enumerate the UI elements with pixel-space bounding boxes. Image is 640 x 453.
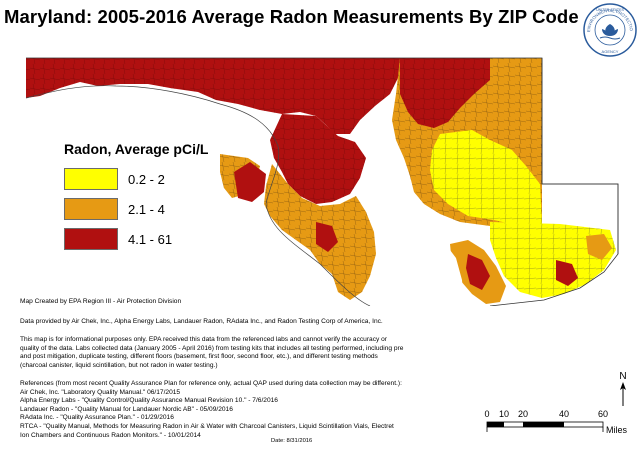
legend-label: 0.2 - 2 xyxy=(128,171,165,187)
legend-swatch-moderate xyxy=(64,198,118,220)
seal-text-head: UNITED STATES xyxy=(596,8,624,12)
epa-seal-logo: ENVIRONMENTAL PROTECTION UNITED STATES A… xyxy=(582,2,637,57)
legend-swatch-high xyxy=(64,228,118,250)
reference-line: Ion Chambers and Continuous Radon Monito… xyxy=(20,431,201,439)
disclaimer-line: quality of the data. Labs collected data… xyxy=(20,344,404,352)
legend-swatch-low xyxy=(64,168,118,190)
radon-zip-map xyxy=(25,57,619,306)
reference-line: References (from most recent Quality Ass… xyxy=(20,380,402,387)
scale-tick-label: 0 xyxy=(484,409,489,419)
legend-title: Radon, Average pCi/L xyxy=(64,141,209,157)
reference-line: RAdata Inc. - "Quality Assurance Plan." … xyxy=(20,414,174,422)
north-label: N xyxy=(619,371,626,382)
region-mixed-lower-shore xyxy=(450,234,612,304)
reference-line: RTCA - "Quality Manual, Methods for Meas… xyxy=(20,422,394,430)
legend-item: 0.2 - 2 xyxy=(64,166,208,192)
legend-label: 4.1 - 61 xyxy=(128,231,173,247)
region-high-radon-central xyxy=(270,114,366,204)
region-low-radon-eastern-shore xyxy=(430,130,616,298)
disclaimer-line: and post mitigation, duplicate testing, … xyxy=(20,353,378,361)
data-provided-note: Data provided by Air Chek, Inc., Alpha E… xyxy=(20,318,383,325)
reference-line: Air Chek, Inc. "Laboratory Quality Manua… xyxy=(20,388,181,396)
scale-tick-label: 20 xyxy=(518,409,528,419)
region-high-radon-southwest xyxy=(234,162,338,252)
map-legend: Radon, Average pCi/L 0.2 - 2 2.1 - 4 4.1… xyxy=(64,141,208,256)
scale-tick-label: 60 xyxy=(598,409,608,419)
region-high-radon-northeast xyxy=(400,58,490,128)
references-block: References (from most recent Quality Ass… xyxy=(20,380,610,440)
reference-line: Landauer Radon - "Quality Manual for Lan… xyxy=(20,405,233,413)
scale-bar: 0 10 20 40 60 Miles xyxy=(484,409,628,435)
map-title: Maryland: 2005-2016 Average Radon Measur… xyxy=(4,6,579,27)
seal-flower-icon xyxy=(599,24,621,40)
seal-text-bottom: AGENCY xyxy=(602,49,619,54)
created-by-note: Map Created by EPA Region III - Air Prot… xyxy=(20,298,182,305)
potomac-river-line xyxy=(25,85,371,306)
region-high-radon-west xyxy=(26,58,400,134)
legend-item: 4.1 - 61 xyxy=(64,226,208,252)
maryland-outline xyxy=(26,57,619,306)
reference-line: Alpha Energy Labs - "Quality Control/Qua… xyxy=(20,397,278,405)
chesapeake-bay-water xyxy=(368,114,464,306)
disclaimer-block: This map is for informational purposes o… xyxy=(20,336,610,370)
scale-tick-label: 10 xyxy=(499,409,509,419)
scale-unit-label: Miles xyxy=(606,425,628,435)
legend-label: 2.1 - 4 xyxy=(128,201,165,217)
disclaimer-line: This map is for informational purposes o… xyxy=(20,336,387,343)
legend-item: 2.1 - 4 xyxy=(64,196,208,222)
map-date: Date: 8/31/2016 xyxy=(271,438,313,444)
north-arrow-icon: N xyxy=(619,371,627,406)
disclaimer-line: (charcoal canister, liquid scintillation… xyxy=(20,361,218,369)
scale-tick-label: 40 xyxy=(559,409,569,419)
